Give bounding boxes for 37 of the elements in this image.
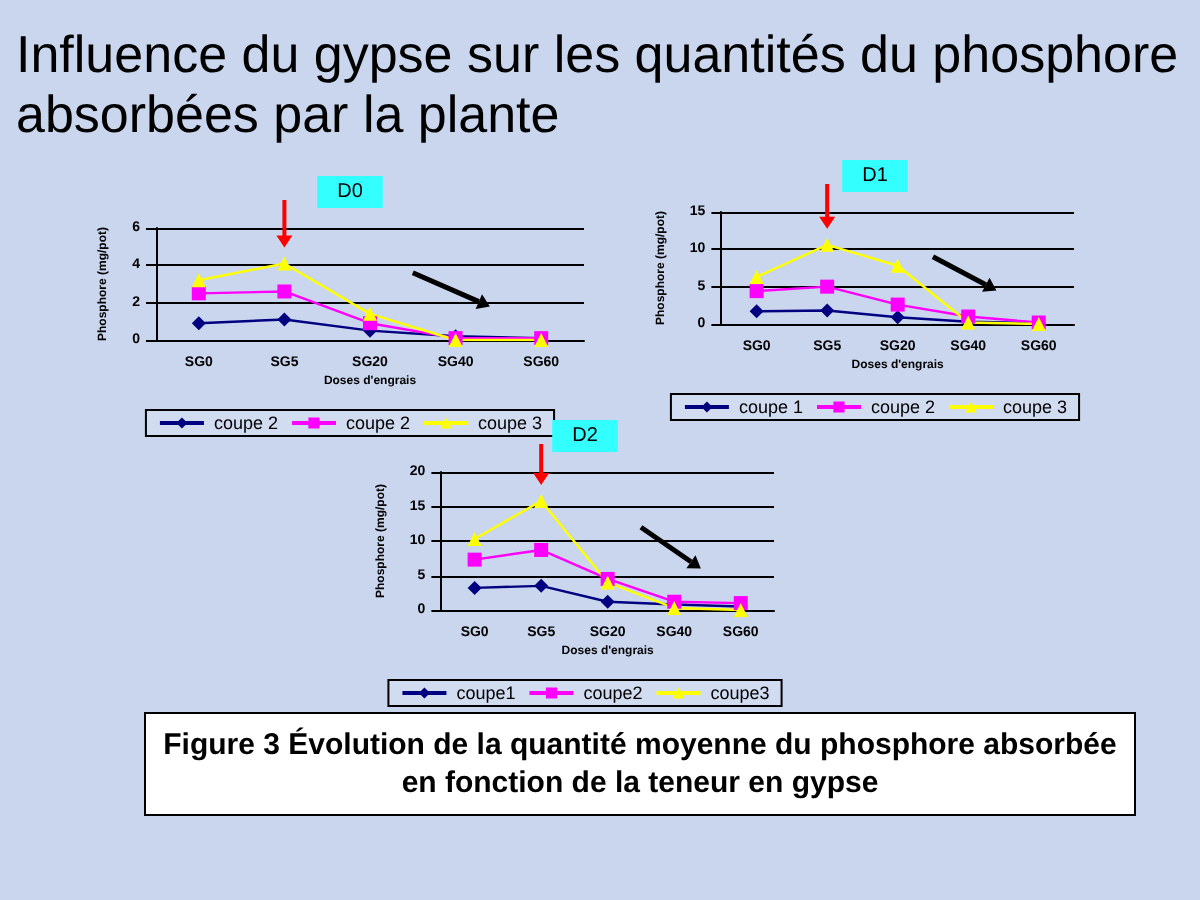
point (749, 304, 764, 319)
point (890, 258, 905, 273)
point (191, 273, 206, 288)
point (820, 279, 835, 294)
point (534, 578, 549, 593)
caption: Figure 3 Évolution de la quantité moyenne du phosphore absorbée en fonction de la teneur en gypse (144, 712, 1136, 816)
point (749, 284, 764, 299)
point (191, 316, 206, 331)
chart-title: D0 (337, 181, 364, 203)
point (600, 594, 615, 609)
point (277, 256, 292, 271)
legend-label: coupe 3 (478, 413, 543, 433)
point (277, 284, 292, 299)
point (890, 310, 905, 325)
legend-label: coupe 2 (345, 413, 411, 433)
point (191, 286, 206, 301)
point (363, 306, 377, 321)
legend-label: coupe 3 (1003, 397, 1068, 417)
point (534, 493, 549, 508)
chart-title: D1 (862, 165, 889, 187)
point (467, 580, 482, 595)
point (820, 237, 835, 252)
legend-label: coupe 2 (213, 413, 278, 433)
point (820, 303, 835, 318)
point (534, 542, 549, 557)
legend-label: coupe 1 (738, 397, 803, 417)
point (749, 269, 764, 284)
text: Influence du gypse sur les quantités du phosphore absorbées par la plante (16, 24, 1181, 144)
legend-label: coupe1 (456, 683, 516, 703)
point (467, 552, 482, 567)
legend-label: coupe2 (583, 683, 643, 703)
point (277, 312, 292, 327)
point (890, 297, 905, 312)
point (467, 531, 482, 546)
chart-title: D2 (572, 425, 599, 447)
legend-label: coupe 2 (870, 397, 936, 417)
legend-label: coupe3 (710, 683, 770, 703)
